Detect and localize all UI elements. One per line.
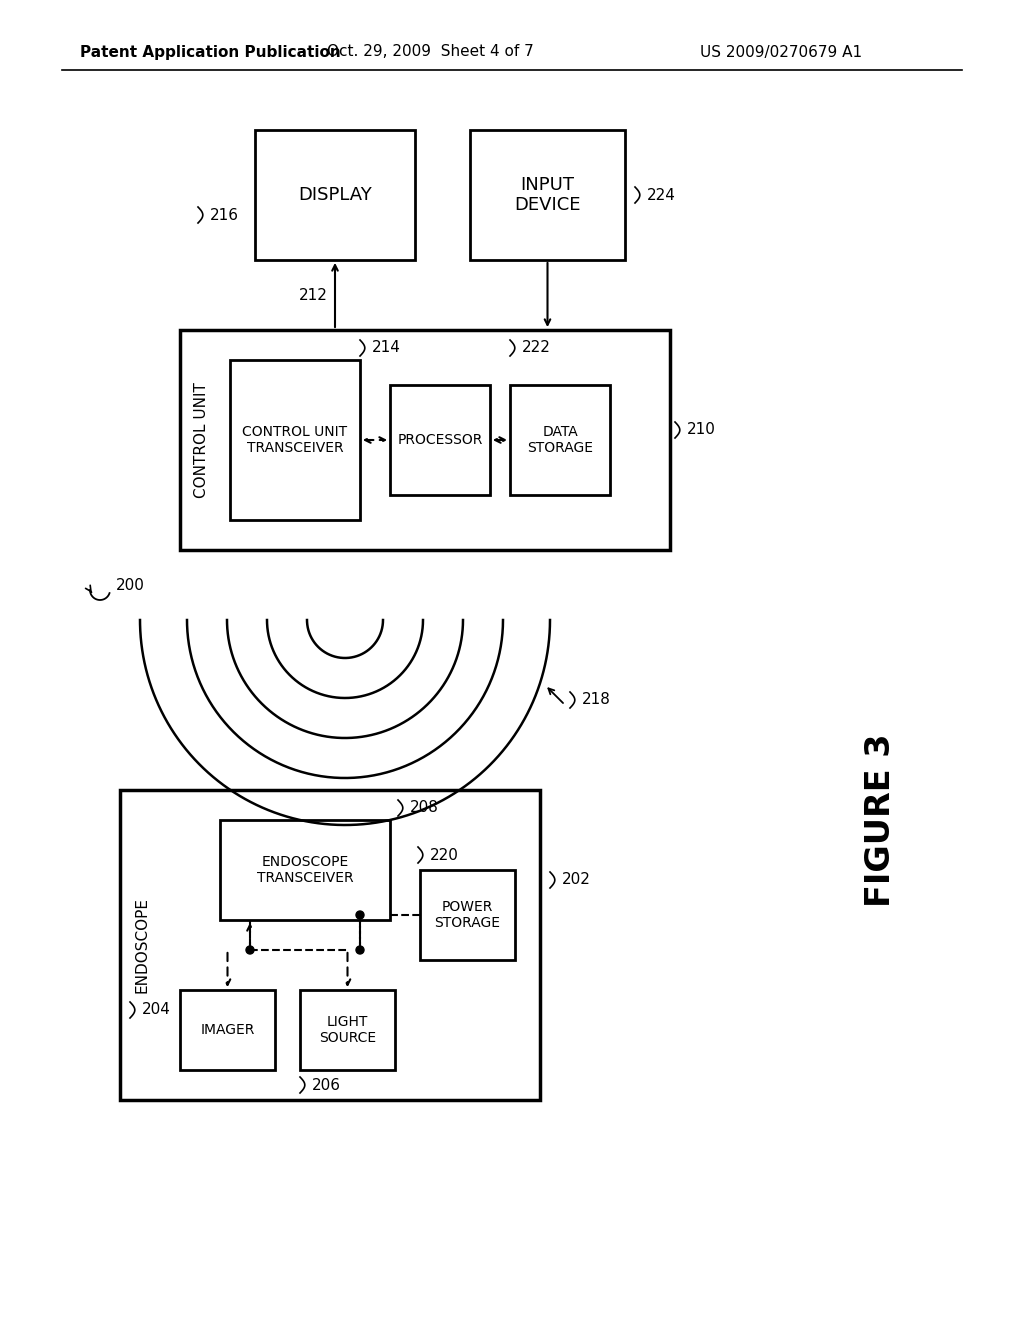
Text: POWER
STORAGE: POWER STORAGE xyxy=(434,900,501,931)
Text: 222: 222 xyxy=(522,341,551,355)
Text: Patent Application Publication: Patent Application Publication xyxy=(80,45,341,59)
Bar xyxy=(180,330,670,550)
Circle shape xyxy=(246,946,254,954)
Circle shape xyxy=(356,911,364,919)
Bar xyxy=(180,990,275,1071)
Text: CONTROL UNIT: CONTROL UNIT xyxy=(195,381,210,498)
Text: Oct. 29, 2009  Sheet 4 of 7: Oct. 29, 2009 Sheet 4 of 7 xyxy=(327,45,534,59)
Bar xyxy=(420,870,515,960)
Text: CONTROL UNIT
TRANSCEIVER: CONTROL UNIT TRANSCEIVER xyxy=(243,425,347,455)
Bar xyxy=(120,789,540,1100)
Text: 214: 214 xyxy=(372,341,400,355)
Bar xyxy=(300,990,395,1071)
Text: 210: 210 xyxy=(687,422,716,437)
Text: 204: 204 xyxy=(142,1002,171,1018)
Text: 208: 208 xyxy=(410,800,439,816)
Text: LIGHT
SOURCE: LIGHT SOURCE xyxy=(318,1015,376,1045)
Text: PROCESSOR: PROCESSOR xyxy=(397,433,482,447)
Bar xyxy=(255,129,415,260)
Text: 224: 224 xyxy=(647,187,676,202)
Text: 202: 202 xyxy=(562,873,591,887)
Text: 216: 216 xyxy=(210,207,239,223)
Bar xyxy=(230,360,360,520)
Text: ENDOSCOPE
TRANSCEIVER: ENDOSCOPE TRANSCEIVER xyxy=(257,855,353,886)
Text: US 2009/0270679 A1: US 2009/0270679 A1 xyxy=(700,45,862,59)
Text: 218: 218 xyxy=(582,693,611,708)
Text: INPUT
DEVICE: INPUT DEVICE xyxy=(514,176,581,214)
Text: IMAGER: IMAGER xyxy=(201,1023,255,1038)
Circle shape xyxy=(356,946,364,954)
Text: DISPLAY: DISPLAY xyxy=(298,186,372,205)
Bar xyxy=(390,385,490,495)
Text: 212: 212 xyxy=(299,288,328,302)
Text: 220: 220 xyxy=(430,847,459,862)
Bar xyxy=(510,385,610,495)
Bar xyxy=(470,129,625,260)
Text: DATA
STORAGE: DATA STORAGE xyxy=(527,425,593,455)
Text: FIGURE 3: FIGURE 3 xyxy=(863,733,896,907)
Text: 200: 200 xyxy=(116,578,144,593)
Text: ENDOSCOPE: ENDOSCOPE xyxy=(134,898,150,993)
Bar xyxy=(220,820,390,920)
Text: 206: 206 xyxy=(312,1077,341,1093)
